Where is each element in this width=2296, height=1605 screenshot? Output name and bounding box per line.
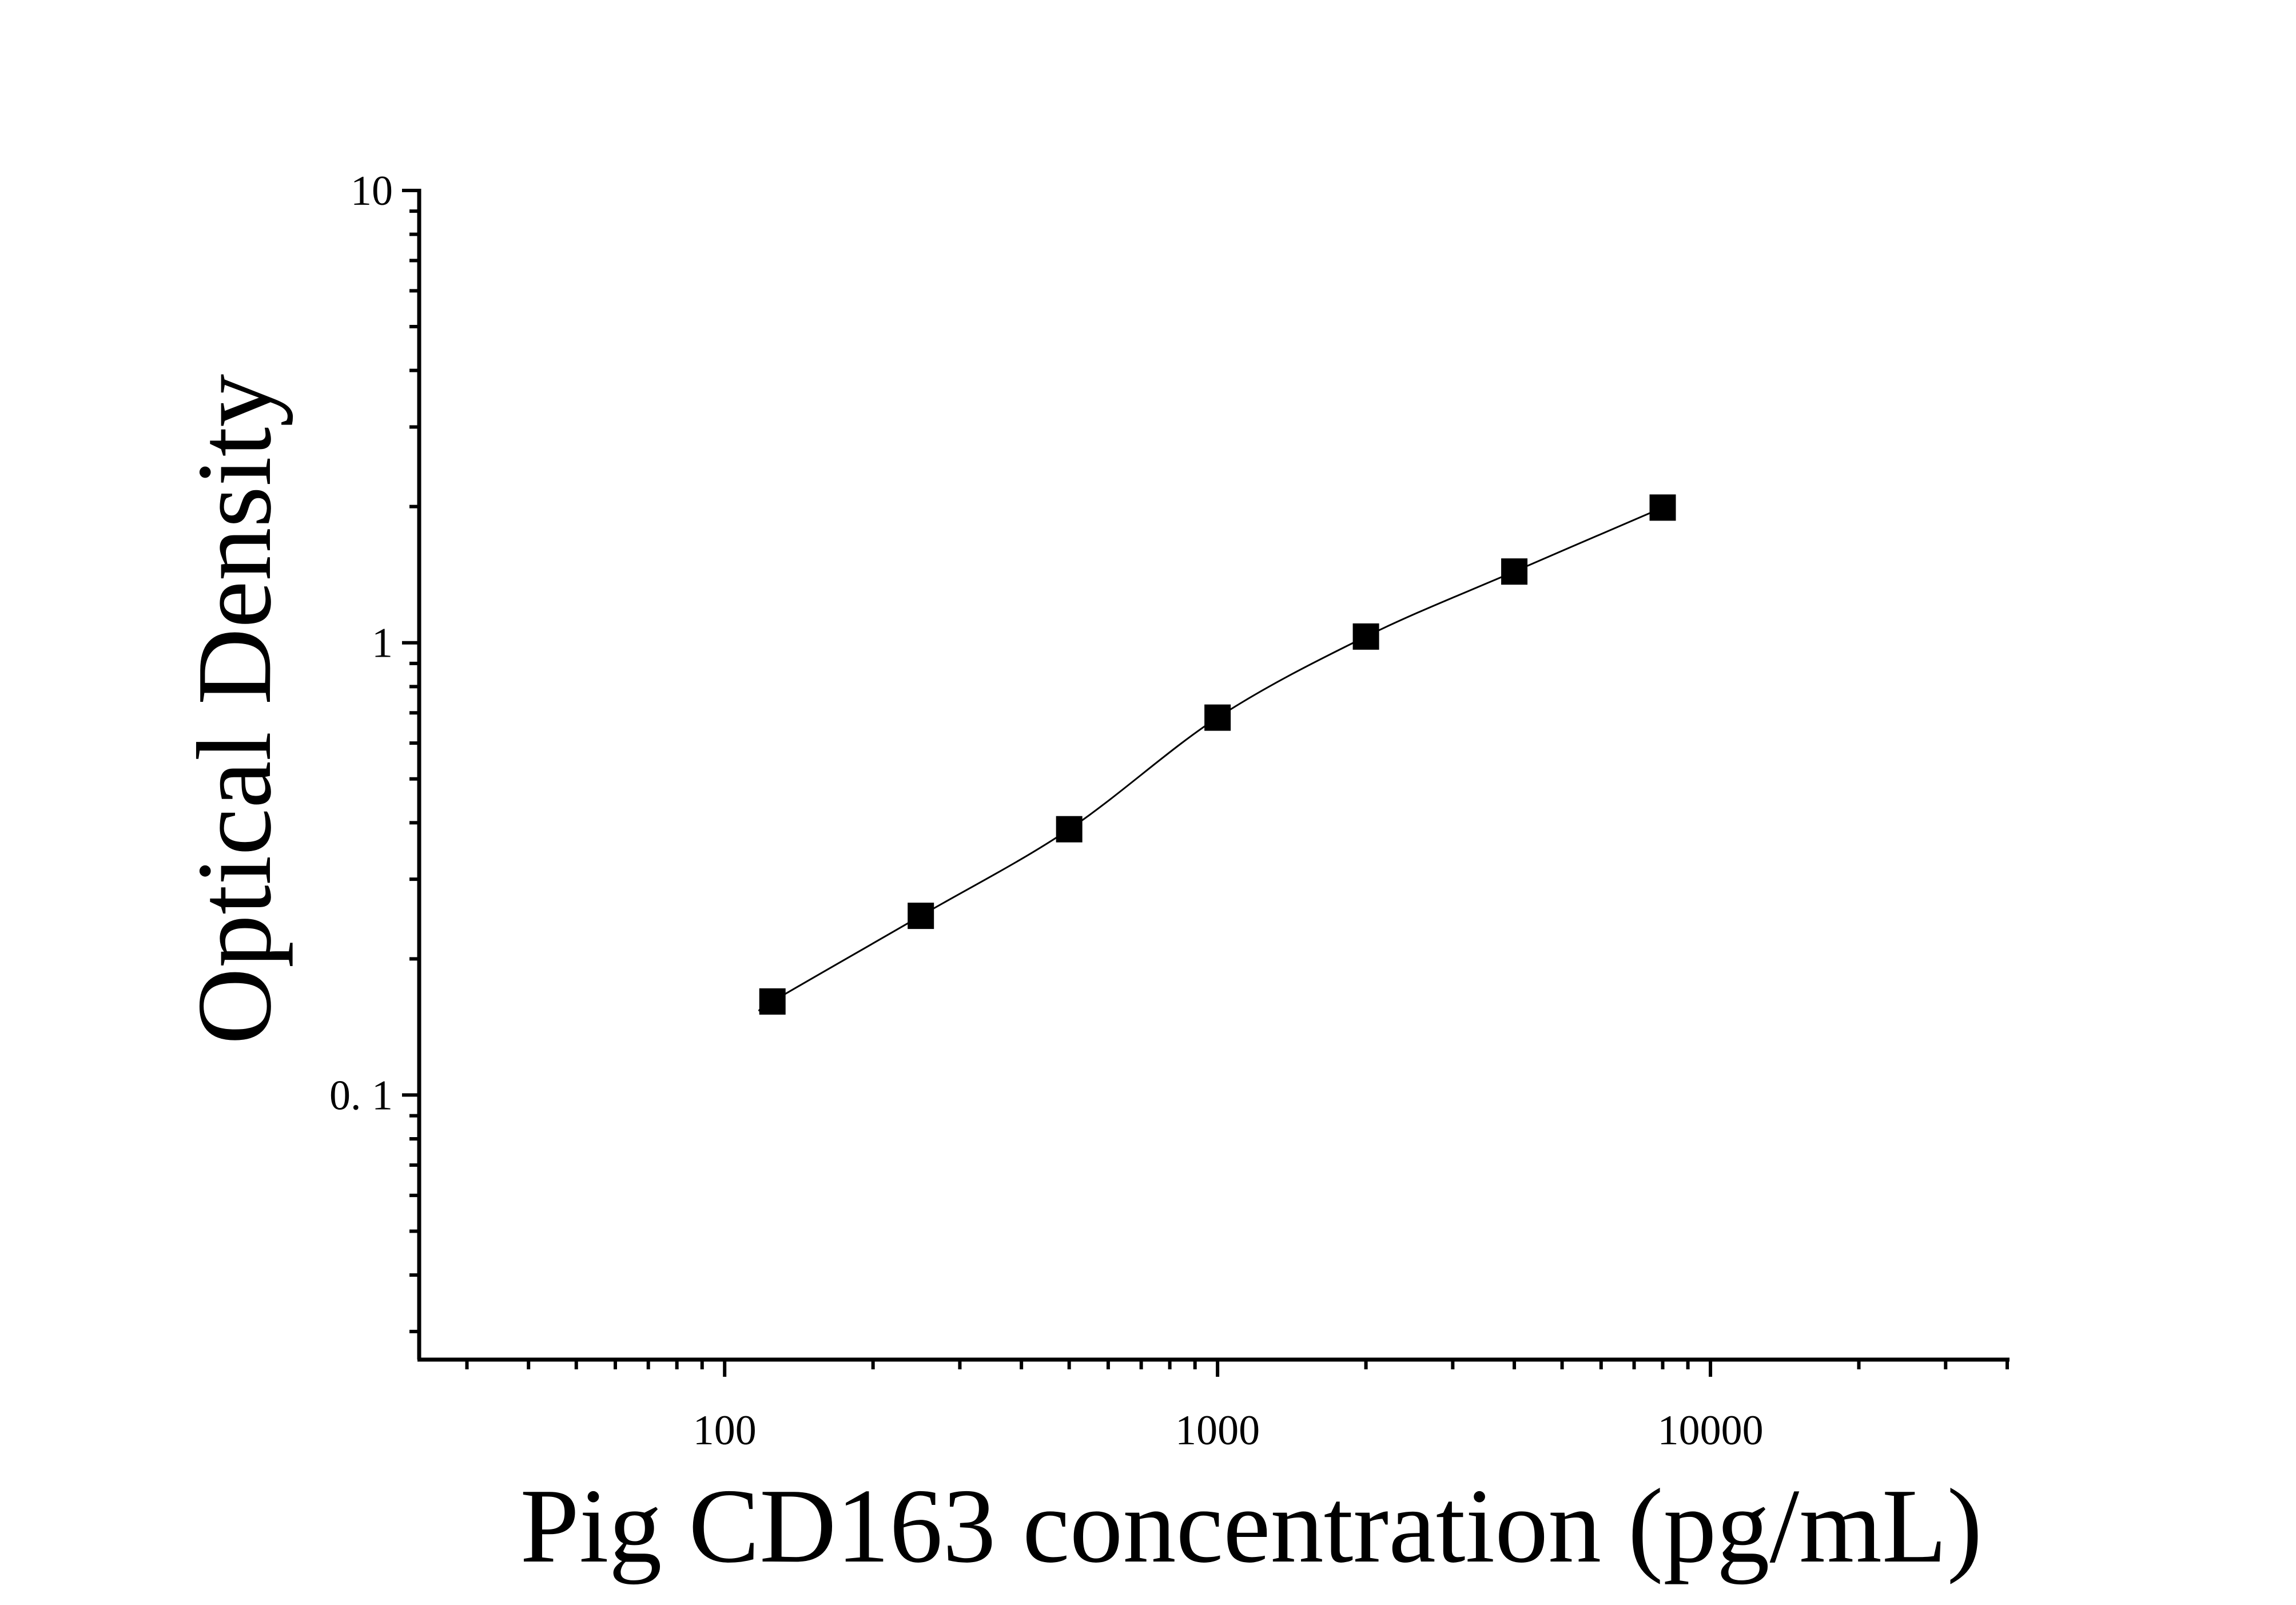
y-axis-title: Optical Density xyxy=(176,374,293,1045)
x-axis-ticks xyxy=(465,1360,2009,1377)
data-point xyxy=(1501,558,1528,585)
data-point xyxy=(1204,704,1231,731)
y-tick-label: 10 xyxy=(351,168,393,214)
fit-curve xyxy=(758,507,1664,1012)
y-axis-tick-labels: 0. 1 1 10 xyxy=(329,168,393,1119)
data-point xyxy=(1352,623,1379,650)
x-tick-label: 1000 xyxy=(1175,1407,1260,1454)
y-tick-label: 0. 1 xyxy=(329,1072,393,1119)
y-axis-ticks xyxy=(402,189,419,1333)
x-tick-label: 100 xyxy=(693,1407,757,1454)
y-axis: 0. 1 1 10 xyxy=(329,168,421,1360)
data-points xyxy=(759,494,1676,1015)
data-point xyxy=(759,988,786,1015)
x-axis-tick-labels: 100 1000 10000 xyxy=(693,1407,1764,1454)
data-point xyxy=(1056,816,1083,843)
data-point xyxy=(1649,494,1676,521)
data-point xyxy=(908,903,934,929)
x-axis-title: Pig CD163 concentration (pg/mL) xyxy=(520,1467,1982,1585)
y-tick-label: 1 xyxy=(372,620,393,667)
x-axis: 100 1000 10000 xyxy=(417,1357,2010,1454)
x-tick-label: 10000 xyxy=(1658,1407,1764,1454)
